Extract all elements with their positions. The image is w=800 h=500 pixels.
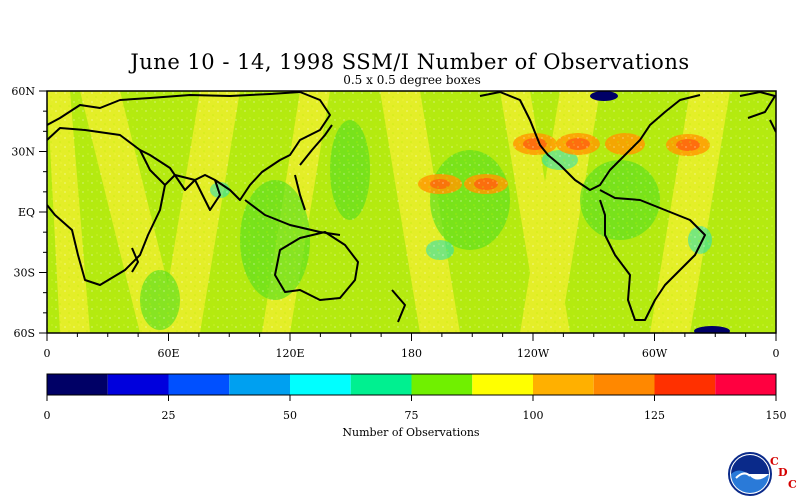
colorbar-swatch <box>715 374 776 395</box>
lon-label: 180 <box>401 347 422 360</box>
colorbar-swatch <box>47 374 108 395</box>
coast-south-america <box>599 189 706 321</box>
colorbar-swatch <box>168 374 230 395</box>
page-title: June 10 - 14, 1998 SSM/I Number of Obser… <box>130 50 690 74</box>
colorbar-tick-label: 125 <box>644 409 665 422</box>
colorbar-tick-label: 50 <box>283 409 297 422</box>
colorbar-tick-label: 150 <box>766 409 787 422</box>
lon-label: 120E <box>275 347 304 360</box>
coast-australia <box>274 231 359 301</box>
coast-philippines <box>294 174 306 211</box>
lat-label: 60S <box>13 327 35 340</box>
colorbar-tick-label: 75 <box>405 409 419 422</box>
lon-label: 60E <box>157 347 179 360</box>
colorbar-swatch <box>290 374 351 395</box>
coast-uk <box>769 119 776 133</box>
arctic-patch <box>590 91 618 101</box>
colorbar-tick-label: 100 <box>523 409 544 422</box>
coast-north-america <box>479 91 701 191</box>
colorbar-swatch <box>411 374 473 395</box>
page-subtitle: 0.5 x 0.5 degree boxes <box>343 73 481 87</box>
lat-label: 30N <box>11 146 35 159</box>
colorbar-tick-label: 0 <box>44 409 51 422</box>
colorbar-swatch <box>593 374 655 395</box>
cdc-letter-3: C <box>788 478 797 491</box>
lat-label: 30S <box>13 267 35 280</box>
coast-japan <box>299 124 333 166</box>
coast-greenland <box>739 91 776 119</box>
colorbar-swatch <box>472 374 533 395</box>
coast-africa <box>47 127 166 286</box>
colorbar-tick-label: 25 <box>162 409 176 422</box>
colorbar-label: Number of Observations <box>342 426 480 439</box>
lat-label: 60N <box>11 85 35 98</box>
coast-india <box>164 174 221 211</box>
colorbar-swatch <box>654 374 716 395</box>
coast-eurasia <box>47 91 331 201</box>
lat-label: EQ <box>18 206 35 219</box>
coast-madagascar <box>131 247 139 273</box>
map-ticks <box>39 90 777 341</box>
noaa-logo-icon <box>728 452 772 496</box>
coast-new-zealand <box>391 289 406 323</box>
colorbar-swatch <box>229 374 290 395</box>
cdc-letter-1: C <box>770 455 779 468</box>
colorbar: 0 25 50 75 100 125 150 <box>44 373 787 422</box>
cdc-letter-2: D <box>778 466 788 479</box>
lon-label: 120W <box>517 347 550 360</box>
lon-label: 60W <box>642 347 668 360</box>
lon-label: 0 <box>44 347 51 360</box>
colorbar-swatch <box>533 374 594 395</box>
map-labels: 0 60E 120E 180 120W 60W 0 60N 30N EQ 30S 60S <box>11 85 779 360</box>
speckle-texture <box>47 91 776 333</box>
coastlines <box>47 91 776 323</box>
colorbar-swatch <box>107 374 169 395</box>
colorbar-swatch <box>350 374 412 395</box>
lon-label: 0 <box>773 347 780 360</box>
antarctic-patch <box>694 326 730 333</box>
observation-map <box>47 91 776 333</box>
